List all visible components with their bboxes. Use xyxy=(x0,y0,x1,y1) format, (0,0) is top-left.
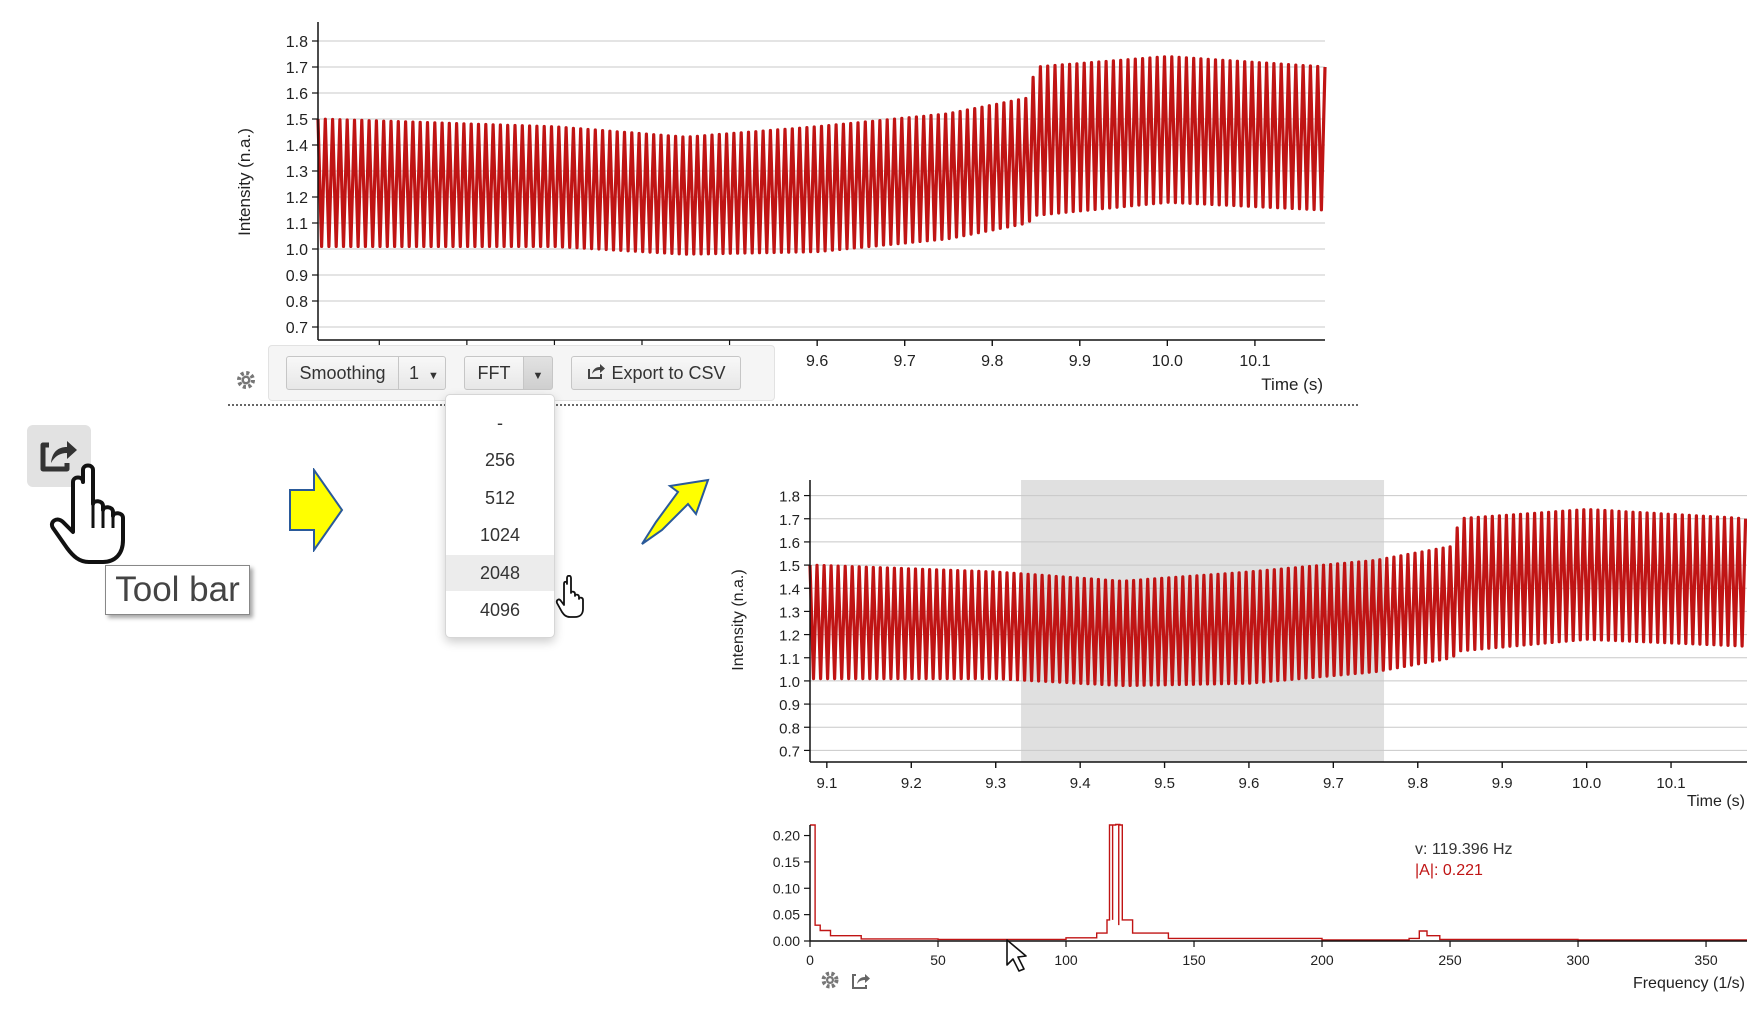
intensity-signal-line xyxy=(808,508,1747,688)
y-tick-label: 1.6 xyxy=(286,86,308,103)
share-export-icon xyxy=(40,441,77,472)
x-tick-label: 150 xyxy=(1182,952,1206,968)
top-settings-gear-icon[interactable] xyxy=(237,371,255,389)
y-tick-label: 1.8 xyxy=(286,34,308,51)
top-x-axis-label: Time (s) xyxy=(1261,375,1323,394)
fft-readout-amplitude: |A|: 0.221 xyxy=(1415,862,1483,879)
fft-option[interactable]: - xyxy=(497,413,503,433)
top-y-axis-label: Intensity (n.a.) xyxy=(235,128,254,236)
x-tick-label: 10.1 xyxy=(1239,353,1270,370)
smoothing-label-button[interactable]: Smoothing xyxy=(286,356,399,390)
y-tick-label: 1.1 xyxy=(779,651,800,668)
fft-spectrum-line xyxy=(810,823,1747,941)
tool-bar-tooltip: Tool bar xyxy=(105,565,250,615)
fft-option[interactable]: 1024 xyxy=(479,525,521,545)
y-tick-label: 0.20 xyxy=(773,828,800,844)
fft-option[interactable]: 4096 xyxy=(479,600,521,620)
y-tick-label: 1.0 xyxy=(286,242,308,259)
fft-option[interactable]: 256 xyxy=(484,450,516,470)
x-tick-label: 9.3 xyxy=(985,775,1006,792)
x-tick-label: 9.8 xyxy=(981,353,1003,370)
y-tick-label: 1.3 xyxy=(286,164,308,181)
y-tick-label: 0.9 xyxy=(779,697,800,714)
y-tick-label: 0.10 xyxy=(773,880,800,896)
x-tick-label: 50 xyxy=(930,952,946,968)
x-tick-label: 9.4 xyxy=(1070,775,1091,792)
fft-peak-line xyxy=(1111,825,1120,926)
x-tick-label: 100 xyxy=(1054,952,1078,968)
y-tick-label: 1.0 xyxy=(779,674,800,691)
section-divider xyxy=(228,404,1358,406)
x-tick-label: 9.2 xyxy=(901,775,922,792)
fft-settings-gear-icon[interactable] xyxy=(821,971,839,989)
y-tick-label: 1.7 xyxy=(779,512,800,529)
y-tick-label: 0.8 xyxy=(286,294,308,311)
x-tick-label: 0 xyxy=(806,952,814,968)
export-csv-label: Export to CSV xyxy=(611,363,726,383)
bottom-x-axis-label: Time (s) xyxy=(1687,793,1745,810)
y-tick-label: 1.5 xyxy=(286,112,308,129)
fft-export-icon[interactable] xyxy=(852,974,870,989)
y-tick-label: 0.05 xyxy=(773,907,800,923)
y-tick-label: 1.4 xyxy=(779,581,800,598)
x-tick-label: 9.6 xyxy=(1239,775,1260,792)
y-tick-label: 0.7 xyxy=(779,743,800,760)
y-tick-label: 0.15 xyxy=(773,854,800,870)
y-tick-label: 1.1 xyxy=(286,216,308,233)
share-export-icon xyxy=(586,358,606,390)
y-tick-label: 1.6 xyxy=(779,535,800,552)
x-tick-label: 10.0 xyxy=(1572,775,1601,792)
intensity-signal-line xyxy=(316,55,1327,256)
x-tick-label: 9.7 xyxy=(1323,775,1344,792)
y-tick-label: 0.8 xyxy=(779,720,800,737)
y-tick-label: 0.7 xyxy=(286,320,308,337)
x-tick-label: 9.1 xyxy=(816,775,837,792)
y-tick-label: 1.8 xyxy=(779,489,800,506)
bottom-chart: 1.8 1.7 1.6 1.5 1.4 1.3 1.2 1.1 1.0 0.9 0.8 0.7 9.1… xyxy=(730,480,1747,992)
fft-size-dropdown-menu: - 256 512 1024 2048 4096 xyxy=(445,394,555,638)
x-tick-label: 10.1 xyxy=(1656,775,1685,792)
x-tick-label: 9.9 xyxy=(1069,353,1091,370)
y-tick-label: 1.4 xyxy=(286,138,308,155)
x-tick-label: 300 xyxy=(1566,952,1590,968)
y-tick-label: 1.2 xyxy=(779,628,800,645)
smoothing-select[interactable]: 1 ▼ xyxy=(398,356,446,390)
y-tick-label: 1.7 xyxy=(286,60,308,77)
chevron-down-icon: ▼ xyxy=(532,370,544,382)
hand-pointer-icon xyxy=(50,463,125,564)
x-tick-label: 9.9 xyxy=(1492,775,1513,792)
y-tick-label: 1.2 xyxy=(286,190,308,207)
smoothing-value: 1 xyxy=(409,363,420,383)
fft-label-button[interactable]: FFT xyxy=(464,356,524,390)
fft-x-axis-label: Frequency (1/s) xyxy=(1633,975,1745,992)
top-chart: 1.8 1.7 1.6 1.5 1.4 1.3 1.2 1.1 1.0 0.9 0.8 0.7 9.6… xyxy=(235,22,1327,394)
x-tick-label: 200 xyxy=(1310,952,1334,968)
x-tick-label: 9.6 xyxy=(806,353,828,370)
y-tick-label: 1.5 xyxy=(779,558,800,575)
x-tick-label: 9.8 xyxy=(1407,775,1428,792)
hand-pointer-icon xyxy=(555,575,584,618)
fft-dropdown-toggle[interactable]: ▼ xyxy=(523,356,553,390)
right-arrow-icon xyxy=(289,468,344,552)
fft-option[interactable]: 512 xyxy=(484,488,516,508)
x-tick-label: 350 xyxy=(1694,952,1718,968)
chart-toolbar: Smoothing 1 ▼ FFT ▼ Export to CSV xyxy=(268,345,775,401)
fft-option-highlighted[interactable]: 2048 xyxy=(446,555,554,591)
x-tick-label: 9.7 xyxy=(894,353,916,370)
x-tick-label: 250 xyxy=(1438,952,1462,968)
export-csv-button[interactable]: Export to CSV xyxy=(571,356,741,390)
arrow-cursor-icon xyxy=(1006,939,1027,972)
chevron-down-icon: ▼ xyxy=(428,370,439,382)
down-left-arrow-icon xyxy=(641,478,710,545)
x-tick-label: 9.5 xyxy=(1154,775,1175,792)
fft-readout-frequency: v: 119.396 Hz xyxy=(1415,841,1513,858)
y-tick-label: 0.9 xyxy=(286,268,308,285)
bottom-y-axis-label: Intensity (n.a.) xyxy=(730,569,747,670)
y-tick-label: 1.3 xyxy=(779,604,800,621)
x-tick-label: 10.0 xyxy=(1152,353,1183,370)
y-tick-label: 0.00 xyxy=(773,933,800,949)
